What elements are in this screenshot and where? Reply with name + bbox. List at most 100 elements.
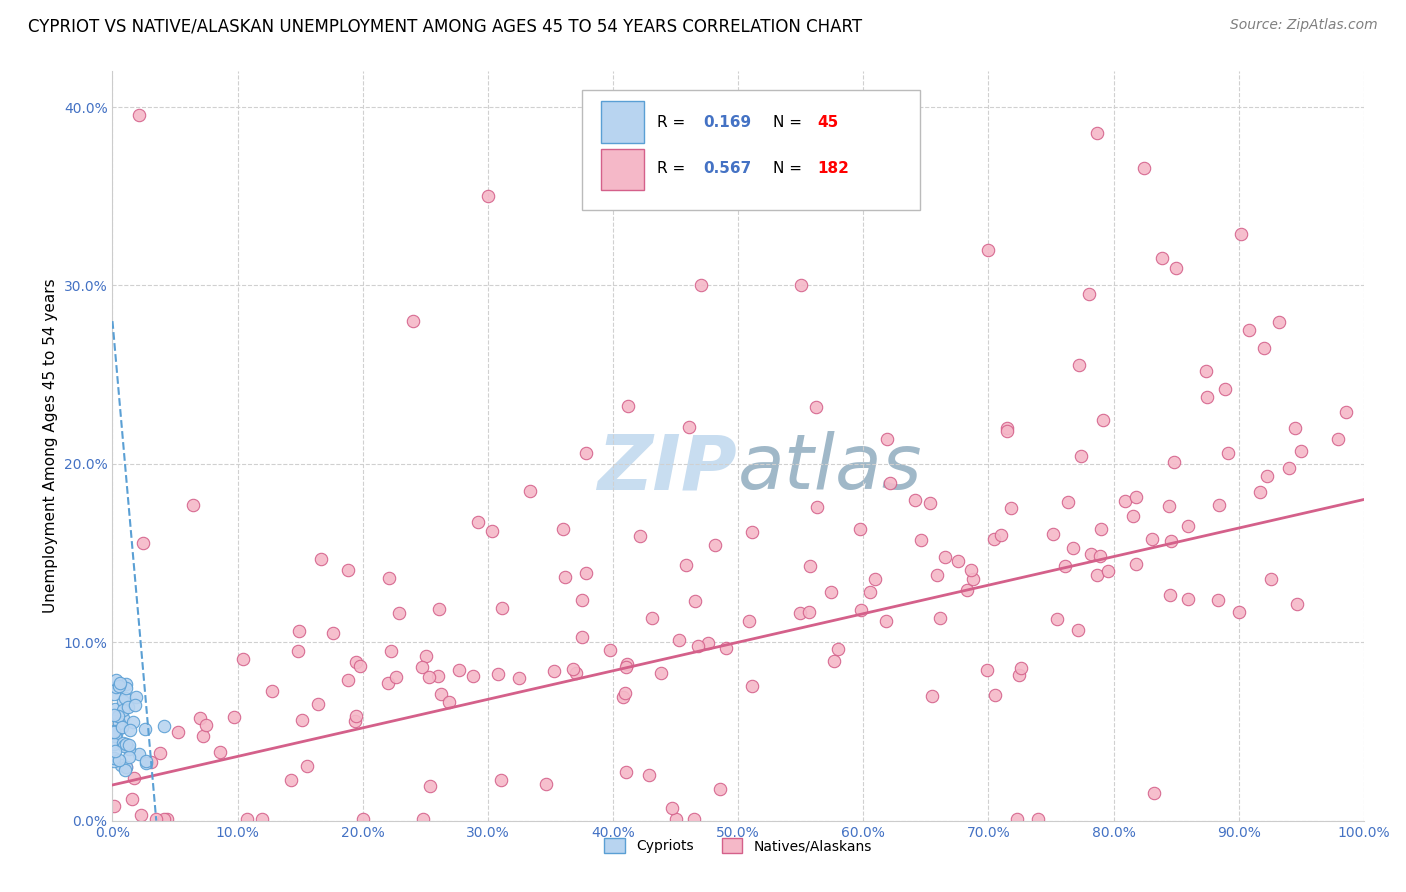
Point <box>1160 534 1182 549</box>
Legend: Cypriots, Natives/Alaskans: Cypriots, Natives/Alaskans <box>599 833 877 859</box>
FancyBboxPatch shape <box>582 90 920 210</box>
Point <box>1260 572 1282 586</box>
Point <box>449 663 471 677</box>
Point <box>135 756 157 770</box>
Point <box>716 640 738 655</box>
Text: CYPRIOT VS NATIVE/ALASKAN UNEMPLOYMENT AMONG AGES 45 TO 54 YEARS CORRELATION CHA: CYPRIOT VS NATIVE/ALASKAN UNEMPLOYMENT A… <box>28 18 862 36</box>
Point <box>920 496 942 510</box>
Point <box>1028 812 1050 826</box>
Y-axis label: Unemployment Among Ages 45 to 54 years: Unemployment Among Ages 45 to 54 years <box>44 278 58 614</box>
Point <box>235 812 257 826</box>
Point <box>508 671 530 685</box>
Point <box>385 670 408 684</box>
Point <box>628 528 651 542</box>
Point <box>665 812 688 826</box>
Point <box>117 749 139 764</box>
Point <box>1140 533 1163 547</box>
Point <box>1216 446 1239 460</box>
Point <box>859 585 882 599</box>
Point <box>107 715 129 730</box>
Point <box>613 685 636 699</box>
Point <box>105 727 128 741</box>
Point <box>412 812 434 826</box>
Point <box>661 801 683 815</box>
Point <box>554 570 576 584</box>
Point <box>115 760 138 774</box>
Point <box>139 756 162 770</box>
Point <box>1256 468 1278 483</box>
Point <box>543 665 565 679</box>
Point <box>616 657 638 671</box>
Point <box>1159 589 1181 603</box>
Point <box>1000 500 1022 515</box>
Point <box>1122 509 1144 524</box>
Point <box>110 720 132 734</box>
Point <box>1054 558 1077 573</box>
Point <box>678 419 700 434</box>
Point <box>486 666 509 681</box>
Point <box>1150 251 1173 265</box>
Point <box>565 665 588 680</box>
Point <box>562 662 585 676</box>
Point <box>491 601 513 615</box>
Point <box>675 558 697 573</box>
Point <box>948 554 970 568</box>
Point <box>309 552 332 566</box>
Point <box>1334 405 1357 419</box>
Point <box>741 680 763 694</box>
Point <box>153 812 176 826</box>
Point <box>551 522 574 536</box>
Point <box>960 563 983 577</box>
Point <box>103 751 125 765</box>
Point <box>827 642 849 657</box>
Point <box>322 626 344 640</box>
Point <box>108 679 131 693</box>
Point <box>377 571 399 585</box>
Point <box>1284 421 1306 435</box>
Point <box>418 671 440 685</box>
Point <box>209 745 232 759</box>
Point <box>1090 549 1112 563</box>
Point <box>103 799 125 814</box>
Point <box>114 681 136 696</box>
Point <box>129 808 152 822</box>
Point <box>616 399 638 413</box>
Point <box>1230 227 1253 241</box>
Point <box>668 633 690 648</box>
Point <box>575 446 598 460</box>
FancyBboxPatch shape <box>600 102 644 143</box>
Point <box>122 771 145 785</box>
Point <box>115 677 138 691</box>
Point <box>291 713 314 727</box>
Point <box>167 724 190 739</box>
Point <box>925 568 948 582</box>
Point <box>1125 490 1147 504</box>
Point <box>114 737 136 751</box>
Point <box>962 572 984 586</box>
Point <box>921 689 943 703</box>
Point <box>103 729 125 743</box>
Point <box>683 594 706 608</box>
Point <box>934 549 956 564</box>
Point <box>103 723 125 738</box>
Point <box>977 243 1000 257</box>
Point <box>1080 547 1102 561</box>
Point <box>110 757 132 772</box>
Point <box>1070 449 1092 463</box>
Point <box>640 610 662 624</box>
Point <box>415 648 437 663</box>
Point <box>104 702 127 716</box>
Point <box>439 694 461 708</box>
Text: 45: 45 <box>817 115 838 130</box>
Text: Source: ZipAtlas.com: Source: ZipAtlas.com <box>1230 18 1378 32</box>
Point <box>112 739 135 753</box>
Point <box>377 676 399 690</box>
Point <box>260 684 283 698</box>
Point <box>614 660 637 674</box>
Point <box>103 738 125 752</box>
Point <box>135 754 157 768</box>
Point <box>879 475 901 490</box>
Text: N =: N = <box>773 161 807 177</box>
Point <box>534 777 557 791</box>
Point <box>638 768 661 782</box>
